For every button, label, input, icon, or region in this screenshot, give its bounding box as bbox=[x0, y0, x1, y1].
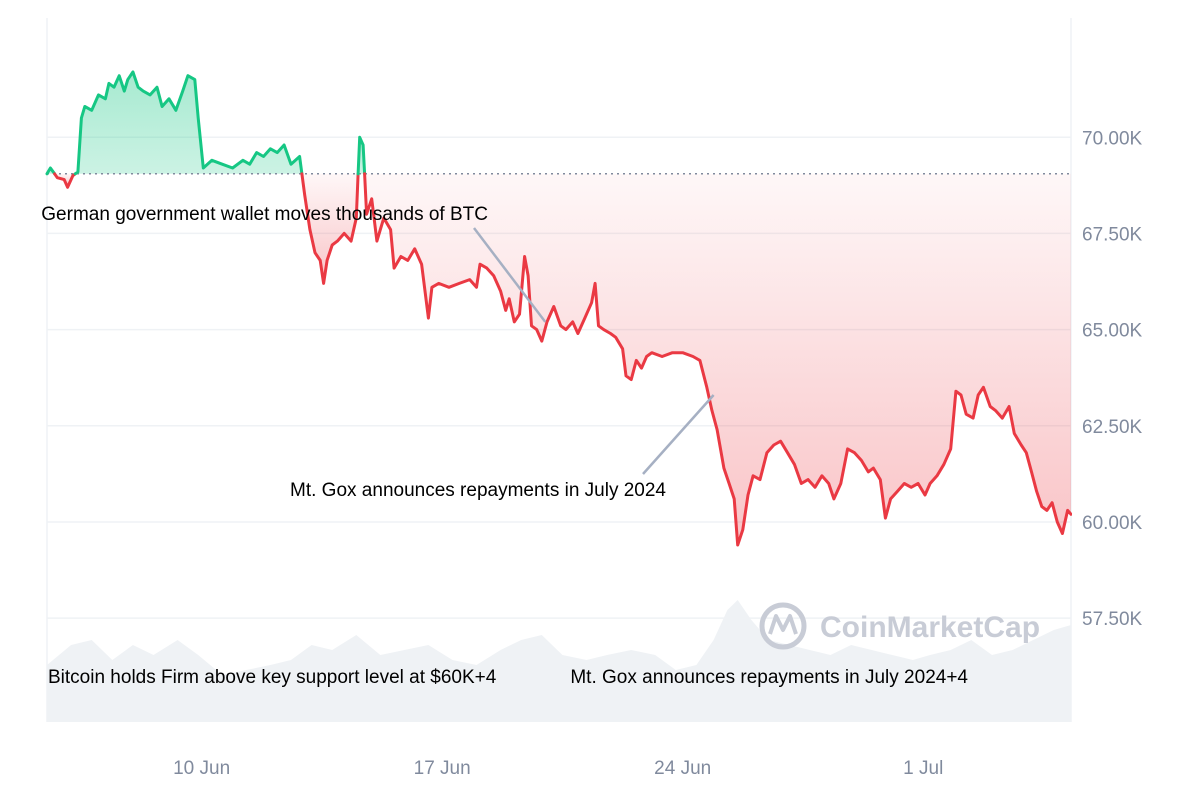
annotation-label: German government wallet moves thousands… bbox=[41, 204, 488, 225]
y-tick-label: 57.50K bbox=[1082, 609, 1143, 630]
annotation-leader-line bbox=[642, 394, 715, 475]
y-tick-label: 60.00K bbox=[1082, 513, 1143, 534]
x-tick-label: 1 Jul bbox=[903, 758, 943, 779]
chart-annotations: German government wallet moves thousands… bbox=[41, 204, 715, 501]
y-tick-label: 67.50K bbox=[1082, 224, 1143, 245]
x-tick-label: 10 Jun bbox=[173, 758, 230, 779]
y-axis-ticks: 57.50K 60.00K 62.50K 65.00K 67.50K 70.00K bbox=[1082, 128, 1143, 630]
price-line-up bbox=[45, 166, 57, 176]
y-tick-label: 70.00K bbox=[1082, 128, 1143, 149]
volume-area bbox=[47, 600, 1071, 722]
price-area-down bbox=[364, 173, 1072, 546]
price-line-down bbox=[300, 172, 360, 285]
y-tick-label: 62.50K bbox=[1082, 417, 1143, 438]
bottom-event-label: Bitcoin holds Firm above key support lev… bbox=[48, 667, 497, 688]
watermark-text: CoinMarketCap bbox=[820, 611, 1040, 644]
price-line-up bbox=[73, 70, 304, 176]
x-tick-label: 24 Jun bbox=[654, 758, 711, 779]
y-tick-label: 65.00K bbox=[1082, 321, 1143, 342]
price-area-down bbox=[301, 173, 359, 284]
price-line bbox=[45, 70, 1072, 547]
annotation-label: Mt. Gox announces repayments in July 202… bbox=[290, 480, 666, 501]
x-tick-label: 17 Jun bbox=[414, 758, 471, 779]
x-axis-ticks: 10 Jun 17 Jun 24 Jun 1 Jul bbox=[173, 758, 943, 779]
price-area-up bbox=[75, 71, 302, 174]
volume-shape bbox=[47, 600, 1071, 722]
price-line-down bbox=[53, 172, 77, 189]
coinmarketcap-logo-icon bbox=[759, 602, 807, 650]
bottom-event-labels: Bitcoin holds Firm above key support lev… bbox=[48, 667, 968, 688]
price-line-up bbox=[356, 135, 367, 176]
coinmarketcap-watermark: CoinMarketCap bbox=[759, 602, 1040, 650]
annotation-leader-line bbox=[473, 227, 547, 323]
price-line-down bbox=[363, 172, 1072, 547]
bottom-event-label: Mt. Gox announces repayments in July 202… bbox=[570, 667, 968, 688]
